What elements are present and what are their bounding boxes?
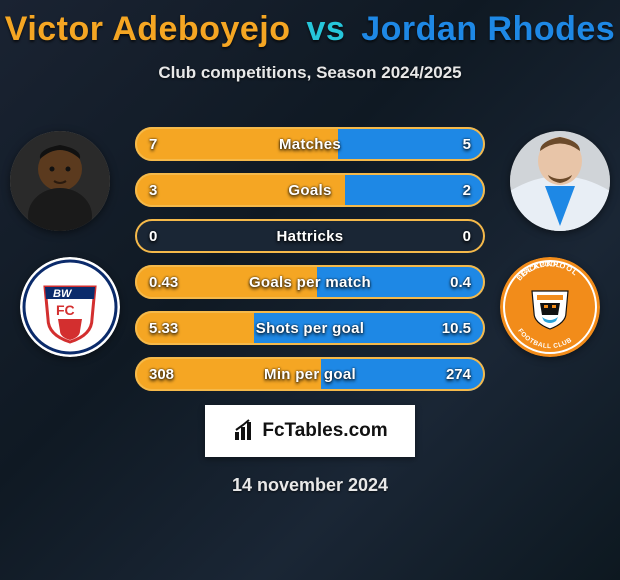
logo-text: FcTables.com <box>262 420 387 442</box>
comparison-card: Victor Adeboyejo vs Jordan Rhodes Club c… <box>0 0 620 580</box>
player1-avatar <box>10 131 110 231</box>
stat-val-right: 2 <box>463 173 471 207</box>
stat-row: Goals3 2 <box>135 173 485 207</box>
stat-row: Goals per match0.43 0.4 <box>135 265 485 299</box>
main-area: BW FC BLACKPOOL BLACKPOOL FOOTBALL CLU <box>0 111 620 391</box>
stat-val-right: 0 <box>463 219 471 253</box>
stat-val-left: 5.33 <box>149 311 178 345</box>
source-logo: FcTables.com <box>205 405 415 457</box>
stat-label: Shots per goal <box>135 311 485 345</box>
stat-label: Matches <box>135 127 485 161</box>
player2-avatar <box>510 131 610 231</box>
player1-club-badge: BW FC <box>20 257 120 357</box>
stat-label: Goals per match <box>135 265 485 299</box>
stat-val-right: 5 <box>463 127 471 161</box>
stat-label: Goals <box>135 173 485 207</box>
stat-row: Shots per goal5.33 10.5 <box>135 311 485 345</box>
stat-val-left: 0 <box>149 219 157 253</box>
stat-label: Hattricks <box>135 219 485 253</box>
chart-icon <box>232 418 258 444</box>
stat-row: Matches7 5 <box>135 127 485 161</box>
date: 14 november 2024 <box>0 475 620 496</box>
page-title: Victor Adeboyejo vs Jordan Rhodes <box>0 10 620 49</box>
stat-val-right: 274 <box>446 357 471 391</box>
title-player2: Jordan Rhodes <box>361 10 615 48</box>
stat-row: Hattricks0 0 <box>135 219 485 253</box>
player2-club-badge: BLACKPOOL BLACKPOOL FOOTBALL CLUB <box>500 257 600 357</box>
svg-text:BW: BW <box>53 288 73 300</box>
title-player1: Victor Adeboyejo <box>5 10 291 48</box>
stat-row: Min per goal308 274 <box>135 357 485 391</box>
stat-val-left: 308 <box>149 357 174 391</box>
svg-text:FC: FC <box>56 302 75 318</box>
title-vs: vs <box>306 10 345 48</box>
stats-list: Matches7 5 Goals3 2 Hattricks0 0 Goals per mat… <box>135 127 485 391</box>
stat-val-left: 7 <box>149 127 157 161</box>
stat-label: Min per goal <box>135 357 485 391</box>
subtitle: Club competitions, Season 2024/2025 <box>0 63 620 83</box>
stat-val-right: 0.4 <box>450 265 471 299</box>
stat-val-left: 3 <box>149 173 157 207</box>
stat-val-left: 0.43 <box>149 265 178 299</box>
stat-val-right: 10.5 <box>442 311 471 345</box>
